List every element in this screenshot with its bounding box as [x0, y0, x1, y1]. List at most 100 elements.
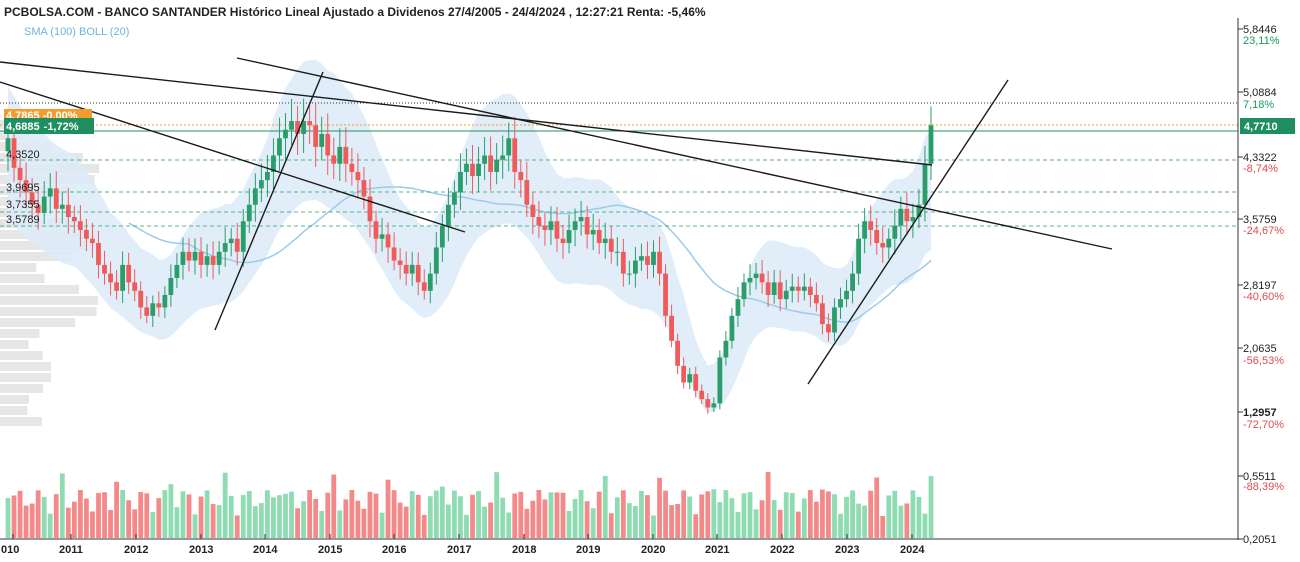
volume-bar [138, 492, 144, 538]
candle-body [319, 133, 325, 147]
volume-bar [23, 505, 29, 538]
candle-body [198, 251, 204, 265]
time-tick-label: 2013 [189, 544, 213, 556]
candle-body [693, 374, 699, 391]
pct-tick-label: -72,70% [1243, 419, 1284, 431]
candle-body [367, 196, 373, 222]
candle-body [228, 238, 234, 244]
price-tick-label: 0,2051 [1243, 534, 1277, 546]
time-axis-labels: 010 2011 2012 2013 2014 2015 2016 2017 2018 2019 2… [1, 534, 925, 556]
volume-bar [850, 490, 855, 538]
candle-body [518, 171, 524, 181]
volume-bar [548, 492, 554, 538]
profile-bar [0, 373, 51, 382]
time-tick-label: 2015 [318, 544, 342, 556]
candle-body [192, 251, 198, 261]
volume-bar [862, 505, 868, 538]
left-price-tag: 4,6885 -1,72% [6, 121, 79, 133]
price-tick-label: 5,8446 [1243, 24, 1277, 36]
volume-bar [608, 513, 614, 538]
pct-tick-label: -8,74% [1243, 163, 1278, 175]
time-tick-label: 2019 [576, 544, 600, 556]
candle-body [651, 251, 656, 265]
volume-bar [470, 494, 475, 538]
left-level-2: 3,9695 [6, 182, 40, 194]
candle-body [584, 217, 590, 235]
candle-body [307, 121, 313, 126]
profile-bar [0, 351, 43, 360]
candle-body [530, 204, 536, 218]
candle-body [795, 286, 801, 291]
time-tick-label: 2020 [641, 544, 665, 556]
candle-body [162, 294, 168, 308]
volume-bar [832, 494, 837, 538]
volume-bar [838, 513, 843, 538]
volume-bar [367, 491, 373, 538]
time-tick-label: 010 [1, 544, 19, 556]
candle-body [524, 180, 530, 205]
candle-body [554, 221, 560, 239]
time-tick-label: 2018 [512, 544, 536, 556]
candle-body [385, 234, 391, 248]
candle-body [590, 229, 596, 235]
candle-body [265, 171, 270, 181]
volume-bar [488, 502, 494, 538]
candle-body [820, 303, 825, 325]
candle-body [892, 225, 898, 239]
volume-bar [747, 492, 753, 538]
trendline [0, 81, 466, 233]
left-level-1: 4,3520 [6, 149, 40, 161]
candle-body [337, 146, 343, 164]
volume-bar [355, 500, 361, 538]
candle-body [832, 307, 837, 333]
candle-body [705, 399, 711, 408]
volume-bar [452, 490, 457, 538]
volume-bar [795, 511, 801, 538]
candle-body [156, 303, 162, 308]
volume-bar [325, 492, 331, 538]
current-price-tag: 4,7710 [1244, 121, 1278, 133]
volume-bar [687, 496, 693, 538]
candle-body [856, 238, 862, 274]
volume-bar [820, 489, 825, 538]
candle-body [560, 238, 566, 244]
volume-bar [596, 491, 602, 538]
volume-bar [807, 490, 813, 538]
trendline [236, 57, 1113, 250]
volume-bar [126, 500, 132, 538]
candle-body [765, 282, 771, 295]
candle-body [807, 286, 813, 295]
candle-body [409, 264, 415, 274]
volume-bar [717, 502, 723, 538]
profile-bar [0, 263, 37, 272]
candle-body [777, 282, 783, 300]
volume-bar [403, 506, 409, 538]
candle-body [84, 229, 89, 239]
candle-body [458, 171, 463, 193]
volume-bar [53, 494, 59, 538]
candle-body [663, 273, 668, 316]
candle-body [114, 282, 119, 291]
volume-bar [132, 509, 138, 538]
candle-body [168, 277, 174, 295]
volume-bar [886, 495, 892, 538]
time-tick-label: 2012 [124, 544, 148, 556]
candle-body [880, 243, 886, 248]
pct-tick-label: -88,39% [1243, 481, 1284, 493]
volume-bar [397, 502, 403, 538]
time-tick-label: 2023 [835, 544, 859, 556]
candle-body [826, 324, 831, 333]
volume-bar [777, 509, 783, 538]
candle-body [234, 238, 240, 252]
volume-bar [844, 496, 849, 538]
volume-bar [705, 491, 711, 538]
candle-body [850, 273, 855, 291]
volume-bar [626, 503, 632, 538]
volume-bar [415, 494, 421, 538]
volume-bar [445, 504, 451, 538]
volume-bar [439, 486, 445, 538]
candle-body [512, 138, 518, 172]
volume-bar [222, 472, 228, 538]
price-tick-label: 1,2957 [1243, 407, 1277, 419]
volume-bar [35, 490, 41, 538]
